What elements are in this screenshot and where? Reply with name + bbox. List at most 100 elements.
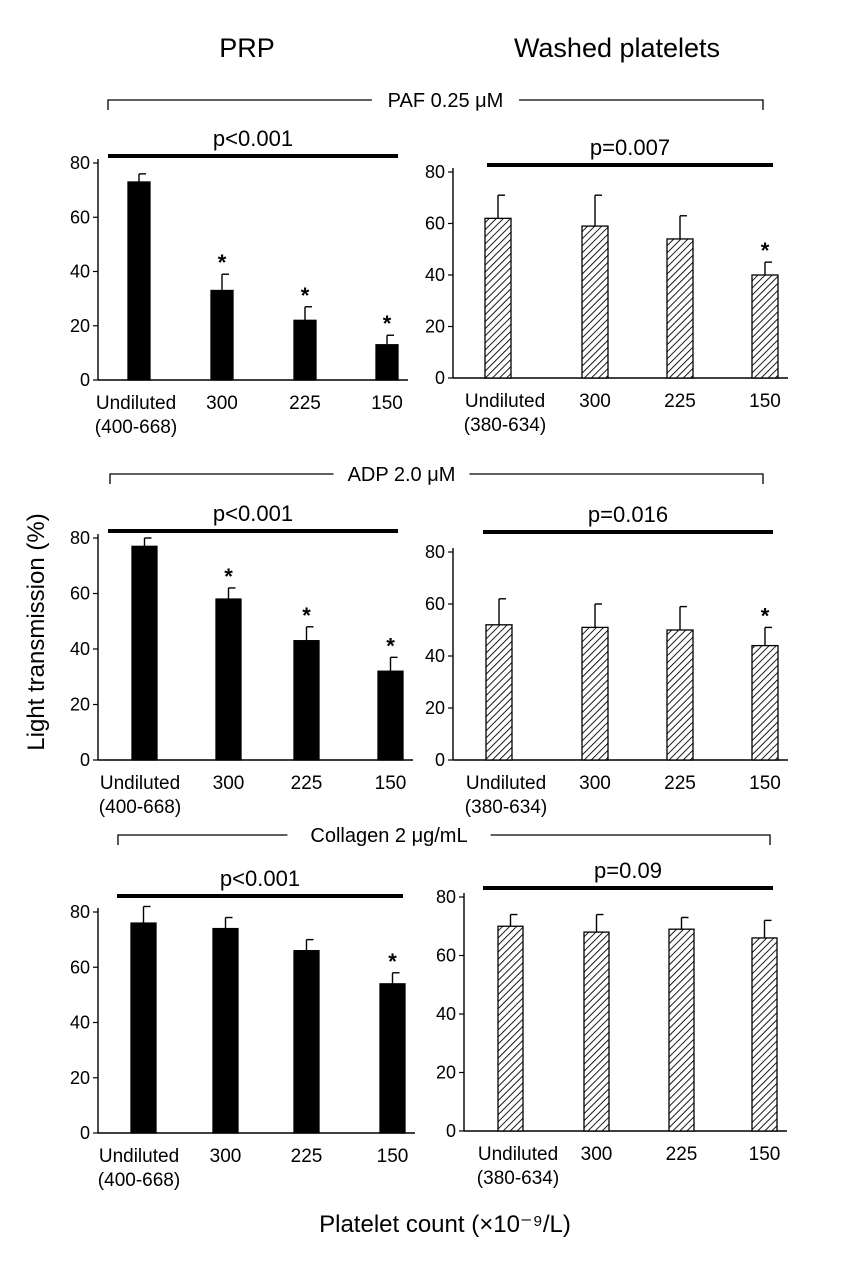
y-tick-label: 60 [425, 594, 445, 614]
bar [666, 629, 694, 761]
category-label: 225 [289, 393, 321, 414]
agonist-label: Collagen 2 μg/mL [310, 825, 467, 847]
bar [666, 238, 694, 379]
p-value-label: p=0.007 [590, 135, 670, 160]
bracket-line-right [519, 99, 764, 110]
category-label: Undiluted [99, 1146, 179, 1167]
y-tick-label: 80 [70, 153, 90, 173]
bar [485, 624, 513, 761]
undiluted-range-label: (380-634) [465, 797, 547, 818]
bar [581, 626, 609, 761]
bracket-line-right [490, 834, 771, 845]
category-label: 300 [210, 1146, 242, 1167]
y-tick-label: 80 [70, 528, 90, 548]
y-tick-label: 20 [70, 1068, 90, 1088]
category-label: Undiluted [478, 1144, 558, 1165]
y-tick-label: 0 [80, 370, 90, 390]
category-label: 150 [749, 391, 781, 412]
y-tick-label: 0 [435, 750, 445, 770]
bracket-line-left [109, 473, 334, 484]
bar [377, 670, 404, 761]
y-tick-label: 0 [446, 1121, 456, 1141]
chart-panel: p<0.001 0 20 40 60 80 Undiluted * 300 * 225 * 150 (40… [70, 126, 408, 438]
y-tick-label: 20 [70, 316, 90, 336]
y-tick-label: 40 [70, 639, 90, 659]
significance-star: * [302, 603, 311, 628]
y-tick-label: 60 [436, 946, 456, 966]
bar [379, 983, 406, 1134]
y-tick-label: 0 [80, 1123, 90, 1143]
chart-panel: p=0.09 0 20 40 60 80 Undiluted 300 225 150 (380-63… [436, 858, 787, 1189]
category-label: 225 [664, 773, 696, 794]
p-value-label: p=0.016 [588, 502, 668, 527]
bar [751, 644, 779, 761]
chart-panel: p<0.001 0 20 40 60 80 Undiluted 300 225 * 150 (400-… [70, 866, 415, 1191]
significance-star: * [761, 238, 770, 263]
y-tick-label: 60 [70, 957, 90, 977]
bar [751, 937, 778, 1132]
y-tick-label: 80 [425, 542, 445, 562]
y-tick-label: 40 [70, 1013, 90, 1033]
y-axis-title: Light transmission (%) [23, 513, 50, 750]
agonist-label: PAF 0.25 μM [388, 90, 504, 112]
plots-layer: PAF 0.25 μM ADP 2.0 μM Collagen 2 μg/mL p<0… [70, 90, 788, 1191]
y-tick-label: 0 [80, 750, 90, 770]
category-label: 225 [664, 391, 696, 412]
y-tick-label: 20 [436, 1063, 456, 1083]
category-label: 150 [375, 773, 407, 794]
chart-panel: p=0.016 0 20 40 60 80 Undiluted 300 225 * 150 (380-… [425, 502, 788, 818]
category-label: Undiluted [466, 773, 546, 794]
bracket-line-left [117, 834, 288, 845]
bar [293, 319, 317, 381]
agonist-bracket: PAF 0.25 μM [107, 90, 764, 112]
category-label: 150 [749, 773, 781, 794]
undiluted-range-label: (400-668) [98, 1170, 180, 1191]
category-label: 225 [291, 773, 323, 794]
column-title-washed: Washed platelets [514, 33, 720, 63]
category-label: Undiluted [100, 773, 180, 794]
y-tick-label: 0 [435, 368, 445, 388]
category-label: 300 [213, 773, 245, 794]
category-label: Undiluted [465, 391, 545, 412]
p-value-label: p<0.001 [220, 866, 300, 891]
chart-panel: p=0.007 0 20 40 60 80 Undiluted 300 225 * 150 (380-… [425, 135, 788, 436]
undiluted-range-label: (400-668) [95, 417, 177, 438]
y-tick-label: 40 [425, 265, 445, 285]
undiluted-range-label: (380-634) [464, 415, 546, 436]
bar [127, 181, 151, 381]
bar [583, 931, 610, 1132]
significance-star: * [218, 250, 227, 275]
bar [375, 344, 399, 381]
y-tick-label: 40 [436, 1004, 456, 1024]
y-tick-label: 20 [425, 317, 445, 337]
bar [751, 274, 779, 379]
chart-panel: p<0.001 0 20 40 60 80 Undiluted * 300 * 225 * 150 (40… [70, 501, 413, 818]
category-label: 150 [371, 393, 403, 414]
category-label: 300 [579, 773, 611, 794]
p-value-label: p=0.09 [594, 858, 662, 883]
category-label: Undiluted [96, 393, 176, 414]
significance-star: * [386, 633, 395, 658]
bracket-line-right [469, 473, 764, 484]
significance-star: * [761, 603, 770, 628]
undiluted-range-label: (380-634) [477, 1168, 559, 1189]
y-tick-label: 80 [425, 162, 445, 182]
y-tick-label: 20 [425, 698, 445, 718]
y-tick-label: 60 [70, 207, 90, 227]
undiluted-range-label: (400-668) [99, 797, 181, 818]
bar [131, 545, 158, 761]
significance-star: * [383, 311, 392, 336]
bar [668, 928, 695, 1132]
category-label: 300 [206, 393, 238, 414]
agonist-bracket: Collagen 2 μg/mL [117, 825, 771, 847]
significance-star: * [388, 949, 397, 974]
bar [497, 925, 524, 1132]
y-tick-label: 20 [70, 695, 90, 715]
bar [212, 927, 239, 1134]
bracket-line-left [107, 99, 372, 110]
p-value-label: p<0.001 [213, 501, 293, 526]
agonist-bracket: ADP 2.0 μM [109, 464, 764, 486]
category-label: 225 [666, 1144, 698, 1165]
category-label: 150 [377, 1146, 409, 1167]
